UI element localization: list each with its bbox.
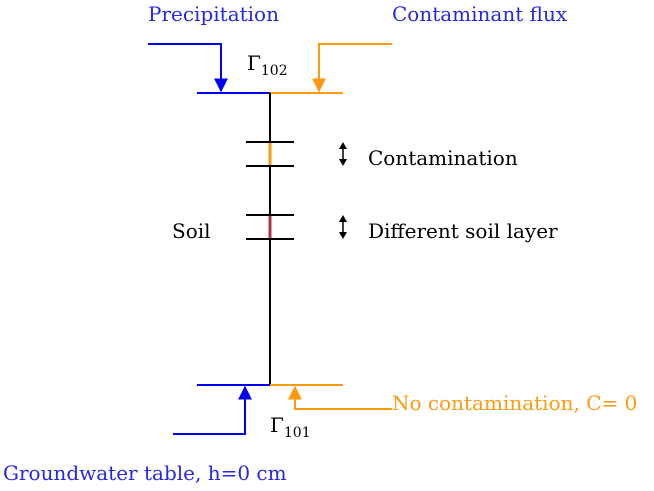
precipitation-label: Precipitation <box>148 2 279 26</box>
gamma-102-symbol: Γ <box>247 51 261 75</box>
no-contamination-label: No contamination, C= 0 <box>392 391 638 415</box>
gamma-101-label: Γ101 <box>270 415 311 440</box>
gamma-101-subscript: 101 <box>283 425 311 441</box>
precipitation-arrow <box>148 43 228 93</box>
gamma-102-subscript: 102 <box>260 63 288 79</box>
gamma-101-symbol: Γ <box>270 413 284 437</box>
contamination-double-arrow-icon <box>339 142 347 166</box>
groundwater-arrow <box>173 385 252 435</box>
gamma-102-label: Γ102 <box>247 53 288 78</box>
soil-label: Soil <box>172 219 211 243</box>
soil-layer-double-arrow-icon <box>339 215 347 239</box>
contaminant-flux-arrow <box>312 43 392 93</box>
no-contamination-arrow <box>288 385 392 410</box>
contaminant-flux-label: Contaminant flux <box>392 2 568 26</box>
different-soil-layer-label: Different soil layer <box>368 219 558 243</box>
contamination-label: Contamination <box>368 146 518 170</box>
groundwater-table-label: Groundwater table, h=0 cm <box>3 461 287 485</box>
